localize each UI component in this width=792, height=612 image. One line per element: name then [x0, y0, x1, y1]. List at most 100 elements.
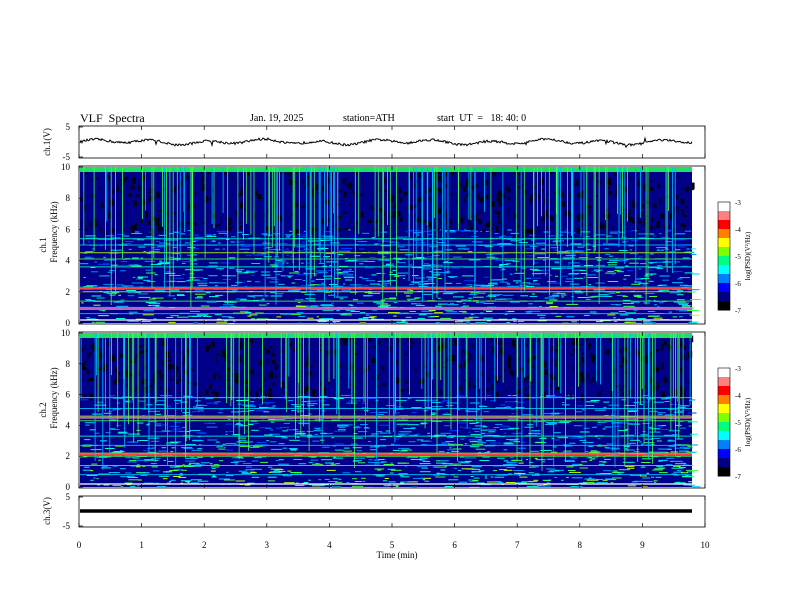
spectrogram-dark — [91, 343, 96, 350]
spectrogram-speckle — [643, 302, 650, 304]
spectrogram-dark — [459, 182, 462, 186]
spectrogram-speckle — [190, 482, 199, 484]
spectrogram-dark — [96, 224, 98, 226]
spectrogram-speckle — [427, 432, 430, 434]
spectrogram-speckle — [671, 467, 684, 469]
spectrogram-speckle — [511, 409, 514, 411]
spectrogram-speckle — [140, 321, 151, 322]
spectrogram-dark — [103, 172, 105, 179]
spectrogram-speckle — [678, 421, 684, 422]
spectrogram-speckle — [644, 481, 653, 483]
spectrogram-speckle — [532, 269, 545, 271]
spectrogram-speckle — [145, 301, 157, 303]
spectrogram-speckle — [398, 434, 405, 436]
spectrogram-dark — [397, 211, 401, 217]
spectrogram-speckle — [241, 404, 254, 406]
spectrogram-speckle — [654, 468, 665, 470]
spectrogram-dark — [255, 190, 257, 196]
spectrogram-speckle — [233, 434, 241, 436]
spectrogram-dark — [360, 367, 362, 369]
spectrogram-dark — [572, 366, 575, 373]
spectrogram-speckle — [381, 282, 391, 284]
spectrogram-dark — [255, 391, 259, 399]
spectrogram-speckle — [585, 451, 589, 452]
spectrogram-speckle — [437, 303, 448, 305]
spectrogram-speckle — [325, 253, 336, 254]
spectrogram-speckle — [420, 422, 428, 424]
spectrogram-speckle — [321, 246, 325, 248]
spectrogram-speckle — [500, 245, 504, 247]
spectrogram-speckle — [639, 441, 642, 443]
spectrogram-speckle — [311, 436, 322, 438]
spectrogram-speckle — [246, 466, 252, 468]
spectrogram-speckle — [226, 471, 229, 473]
spectrogram-speckle — [608, 264, 617, 266]
spectrogram-dark — [442, 379, 444, 382]
spectrogram-speckle — [227, 275, 236, 277]
spectrogram-speckle — [159, 242, 168, 244]
spectrogram-dark — [158, 216, 160, 221]
spectrogram-dark — [419, 209, 421, 214]
spectrogram-speckle — [151, 247, 162, 249]
spectrogram-speckle — [562, 402, 565, 403]
spectrogram-dark — [288, 179, 293, 186]
spectrogram-speckle — [239, 425, 249, 427]
spectrogram-dark — [538, 227, 540, 233]
spectrogram-speckle — [267, 466, 273, 468]
spectrogram-speckle — [156, 486, 166, 488]
spectrogram-speckle — [419, 463, 431, 465]
spectrogram-speckle — [380, 461, 387, 463]
spectrogram-speckle — [626, 231, 638, 233]
spectrogram-speckle — [203, 278, 208, 279]
spectrogram-dark — [490, 340, 492, 345]
spectrogram-speckle — [647, 311, 655, 312]
spectrogram-speckle — [138, 400, 146, 402]
spectrogram-dark — [382, 177, 386, 184]
spectrogram-speckle — [359, 248, 365, 250]
spectrogram-speckle — [585, 236, 590, 238]
spectrogram-speckle — [144, 482, 154, 484]
spectrogram-speckle — [104, 240, 111, 242]
spectrogram-speckle — [308, 479, 311, 481]
spectrogram-speckle — [329, 265, 332, 267]
spectrogram-speckle — [572, 486, 583, 488]
spectrogram-dark — [349, 221, 351, 224]
spectrogram-speckle — [657, 412, 666, 414]
spectrogram-speckle — [513, 470, 525, 471]
spectrogram-dark — [505, 389, 508, 392]
spectrogram-speckle — [287, 275, 292, 277]
spectrogram-speckle — [657, 290, 663, 292]
spectrogram-speckle — [308, 434, 312, 436]
spectrogram-dark — [208, 197, 211, 201]
spectrogram-dark — [274, 364, 278, 370]
colorbar-frame — [717, 201, 731, 311]
spectrogram-speckle — [610, 303, 618, 305]
spectrogram-speckle — [309, 484, 321, 486]
spectrogram-speckle — [214, 401, 221, 403]
spectrogram-speckle — [535, 441, 544, 443]
spectrogram-speckle — [90, 470, 94, 472]
spectrogram-speckle — [494, 481, 502, 483]
spectrogram-dark — [399, 217, 403, 222]
spectrogram-speckle — [90, 251, 94, 253]
spectrogram-speckle — [484, 246, 493, 248]
spectrogram-speckle — [508, 419, 519, 421]
spectrogram-speckle — [95, 432, 100, 434]
spectrogram-dark — [543, 391, 546, 399]
spectrogram-speckle — [235, 269, 244, 271]
spectrogram-dark — [498, 199, 502, 207]
spectrogram-speckle — [483, 411, 489, 413]
colorbar-segment — [718, 458, 730, 468]
spectrogram-dark — [591, 356, 595, 364]
spectrogram-speckle — [116, 402, 120, 404]
spectrogram-speckle — [350, 311, 360, 312]
spectrogram-dark — [296, 229, 300, 234]
spectrogram-dark — [658, 364, 660, 367]
spectrogram-speckle — [641, 443, 644, 445]
spectrogram-speckle — [342, 271, 354, 272]
spectrogram-dark — [240, 188, 243, 195]
spectrogram-dark — [443, 367, 447, 369]
spectrogram-speckle — [442, 463, 453, 465]
spectrogram-speckle — [91, 271, 99, 273]
spectrogram-dark — [390, 177, 392, 182]
